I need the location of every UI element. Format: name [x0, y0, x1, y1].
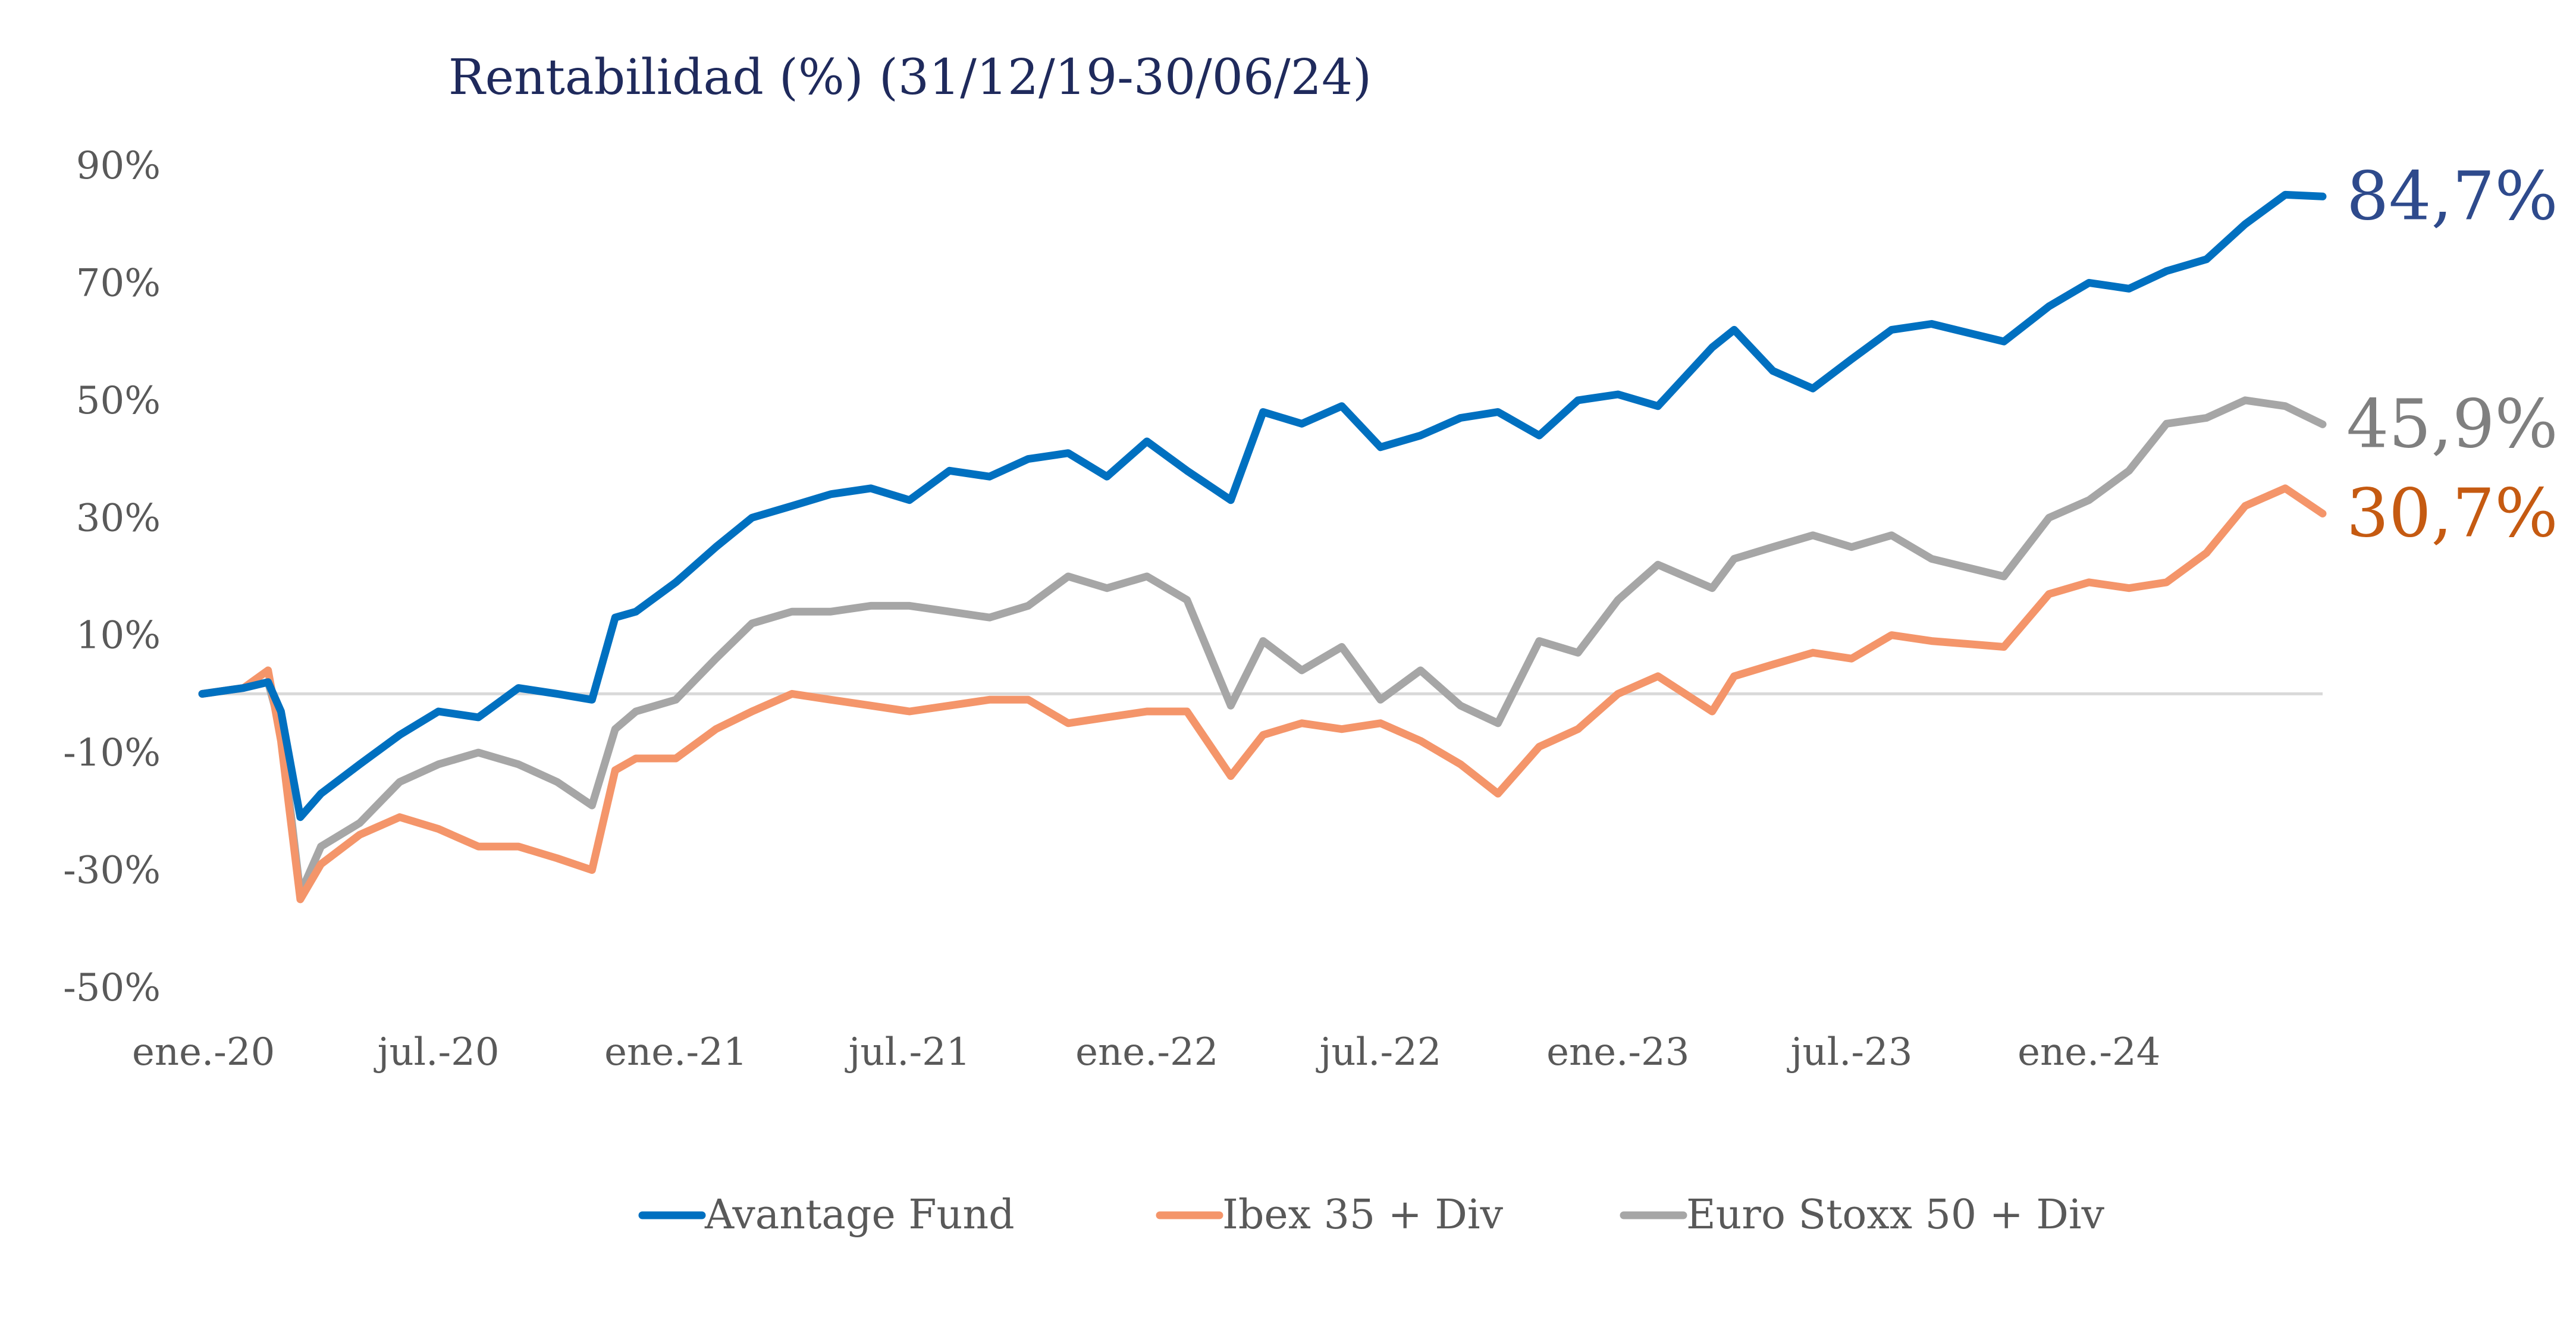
end-label-1: 30,7%	[2346, 475, 2558, 552]
end-label-2: 45,9%	[2346, 385, 2558, 463]
legend-label-1: Ibex 35 + Div	[1222, 1191, 1504, 1238]
x-tick-label: ene.-23	[1546, 1030, 1689, 1074]
chart-title: Rentabilidad (%) (31/12/19-30/06/24)	[448, 49, 1372, 106]
legend: Avantage Fund Ibex 35 + Div Euro Stoxx 50 …	[638, 1191, 2105, 1238]
y-tick-label: 70%	[76, 261, 161, 305]
series-line-0	[198, 190, 2327, 821]
y-tick-label: -10%	[63, 731, 161, 775]
y-tick-label: 90%	[76, 144, 161, 188]
y-axis: 90% 70% 50% 30% 10% -10% -30% -50%	[63, 144, 161, 1010]
y-tick-label: -50%	[63, 966, 161, 1010]
y-tick-label: -30%	[63, 849, 161, 893]
series-line-1	[198, 484, 2327, 904]
x-axis: ene.-20 jul.-20 ene.-21 jul.-21 ene.-22 jul.-…	[132, 1030, 2160, 1074]
x-tick-label: jul.-22	[1316, 1030, 1442, 1074]
x-tick-label: jul.-21	[845, 1030, 971, 1074]
x-tick-label: jul.-23	[1787, 1030, 1913, 1074]
series-line-2	[198, 396, 2327, 898]
end-label-0: 84,7%	[2346, 158, 2558, 235]
x-tick-label: ene.-22	[1075, 1030, 1218, 1074]
legend-label-0: Avantage Fund	[704, 1191, 1015, 1238]
x-tick-label: ene.-24	[2017, 1030, 2160, 1074]
legend-label-2: Euro Stoxx 50 + Div	[1686, 1191, 2105, 1238]
x-tick-label: ene.-20	[132, 1030, 275, 1074]
x-tick-label: ene.-21	[604, 1030, 747, 1074]
y-tick-label: 30%	[76, 496, 161, 540]
x-tick-label: jul.-20	[374, 1030, 500, 1074]
end-labels: 84,7% 30,7% 45,9%	[2346, 158, 2558, 552]
series-lines	[198, 190, 2327, 904]
y-tick-label: 50%	[76, 379, 161, 423]
y-tick-label: 10%	[76, 614, 161, 658]
